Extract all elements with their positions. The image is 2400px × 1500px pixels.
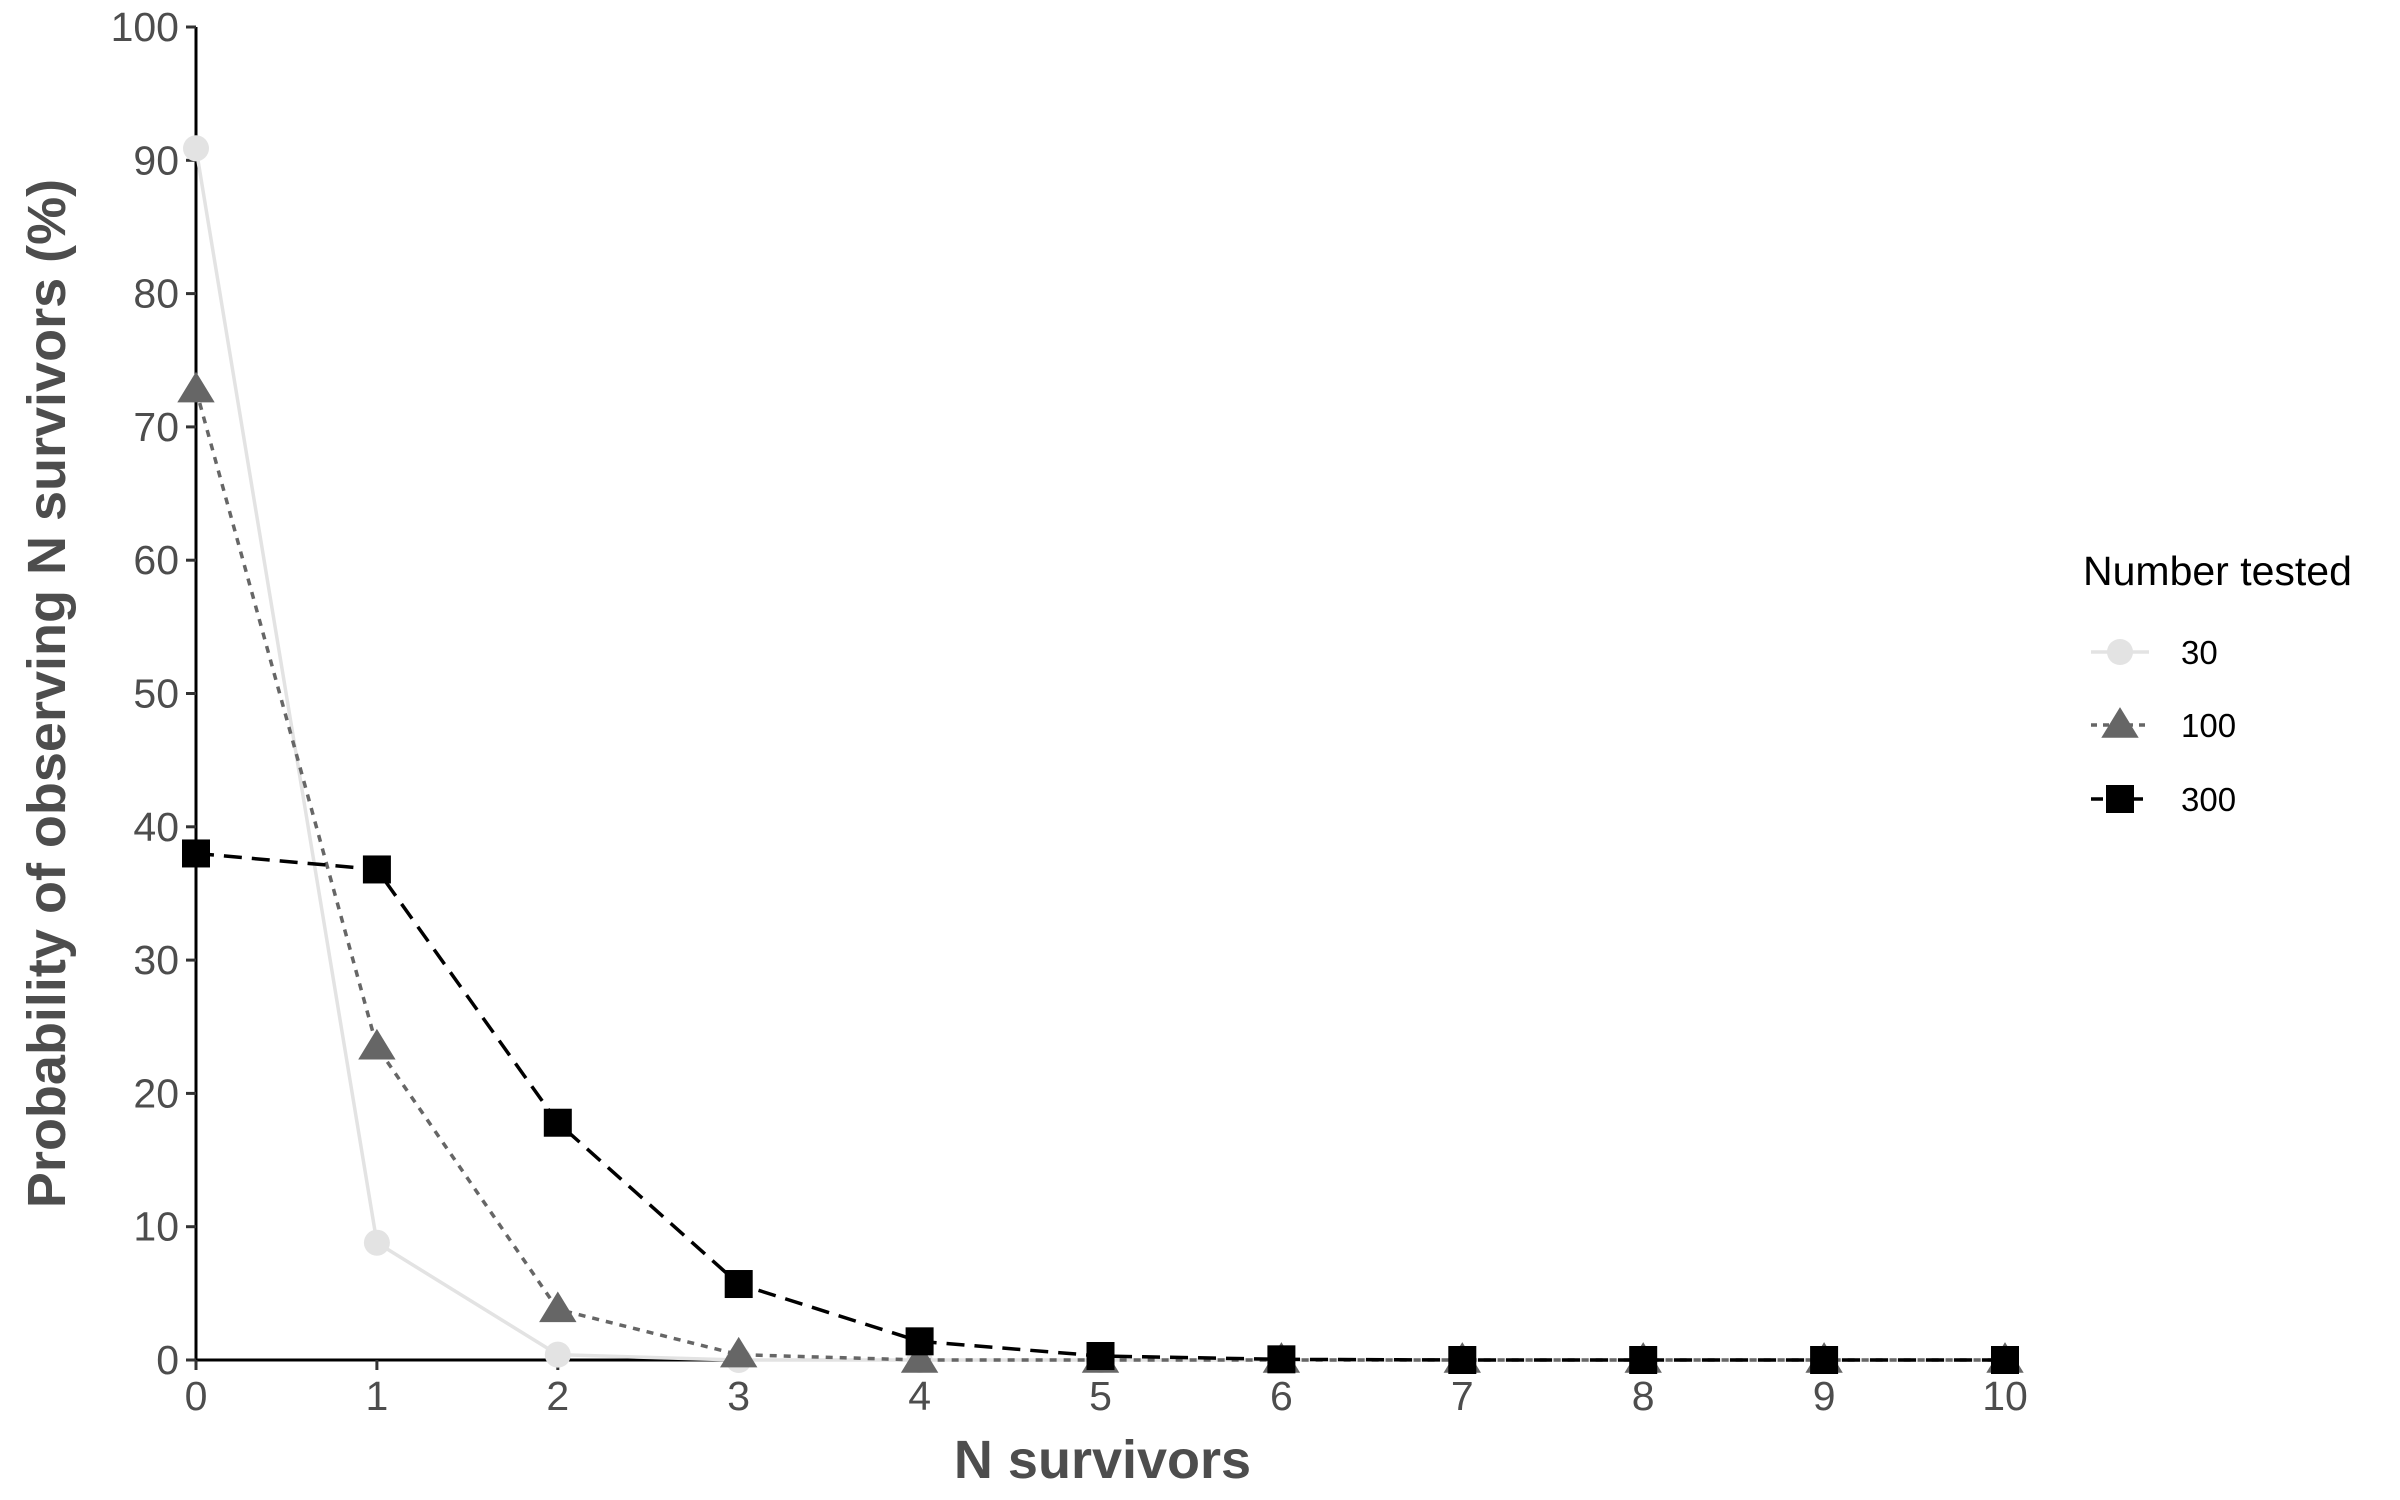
data-point-300-3 bbox=[724, 1270, 753, 1299]
x-tick-label: 2 bbox=[546, 1373, 569, 1419]
series-line-300 bbox=[195, 851, 2005, 1362]
legend-marker-300 bbox=[2106, 785, 2134, 813]
y-tick-label: 50 bbox=[133, 671, 179, 717]
y-tick-label: 10 bbox=[133, 1204, 179, 1250]
x-tick-label: 9 bbox=[1813, 1373, 1836, 1419]
y-tick-label: 100 bbox=[111, 4, 179, 50]
legend-marker-100 bbox=[2101, 707, 2139, 738]
series-layer bbox=[177, 135, 2024, 1374]
data-point-30-0 bbox=[183, 135, 209, 162]
x-tick-label: 4 bbox=[908, 1373, 931, 1419]
y-tick-label: 80 bbox=[133, 271, 179, 317]
data-point-300-1 bbox=[362, 855, 391, 884]
y-tick-label: 70 bbox=[133, 404, 179, 450]
legend: Number tested 30 100 300 bbox=[2083, 548, 2352, 818]
data-point-300-5 bbox=[1086, 1342, 1115, 1371]
data-point-300-7 bbox=[1448, 1346, 1477, 1374]
data-point-300-10 bbox=[1991, 1346, 2019, 1374]
x-axis-title: N survivors bbox=[954, 1430, 1251, 1490]
series-100 bbox=[177, 371, 2024, 1373]
x-tick-label: 1 bbox=[365, 1373, 388, 1419]
y-tick-label: 30 bbox=[133, 937, 179, 983]
series-line-100 bbox=[194, 389, 2005, 1362]
y-tick-label: 40 bbox=[133, 804, 179, 850]
legend-title: Number tested bbox=[2083, 548, 2352, 594]
legend-label-100: 100 bbox=[2181, 707, 2236, 744]
x-tick-label: 10 bbox=[1982, 1373, 2028, 1419]
y-tick-label: 0 bbox=[156, 1337, 179, 1383]
x-tick-label: 3 bbox=[727, 1373, 750, 1419]
legend-item-300: 300 bbox=[2091, 781, 2236, 818]
x-tick-label: 0 bbox=[185, 1373, 208, 1419]
legend-label-300: 300 bbox=[2181, 781, 2236, 818]
axes: 0 10 20 30 40 50 60 70 80 90 100 0 1 2 3 4 5 6 7 8 9 10 N surv… bbox=[17, 4, 2028, 1490]
x-tick-label: 8 bbox=[1632, 1373, 1655, 1419]
x-tick-label: 5 bbox=[1089, 1373, 1112, 1419]
series-300 bbox=[182, 839, 2019, 1374]
data-point-300-2 bbox=[543, 1108, 572, 1137]
data-point-100-0 bbox=[177, 371, 215, 403]
data-point-300-8 bbox=[1629, 1346, 1658, 1374]
data-point-300-4 bbox=[905, 1327, 934, 1356]
data-point-30-2 bbox=[544, 1341, 571, 1368]
legend-label-30: 30 bbox=[2181, 634, 2218, 671]
data-point-100-2 bbox=[539, 1291, 577, 1323]
y-tick-label: 20 bbox=[133, 1070, 179, 1116]
data-point-100-3 bbox=[720, 1336, 758, 1368]
y-tick-label: 90 bbox=[133, 137, 179, 183]
data-point-300-0 bbox=[182, 839, 210, 868]
data-point-30-1 bbox=[363, 1229, 390, 1256]
legend-item-30: 30 bbox=[2091, 634, 2218, 671]
y-tick-label: 60 bbox=[133, 537, 179, 583]
legend-marker-30 bbox=[2107, 639, 2133, 665]
data-point-300-6 bbox=[1267, 1345, 1296, 1374]
data-point-100-1 bbox=[358, 1028, 396, 1060]
legend-item-100: 100 bbox=[2091, 707, 2236, 744]
x-tick-label: 6 bbox=[1270, 1373, 1293, 1419]
data-point-100-4 bbox=[900, 1342, 939, 1373]
data-point-300-9 bbox=[1810, 1346, 1839, 1374]
series-30 bbox=[183, 135, 2018, 1373]
y-axis-title: Probability of observing N survivors (%) bbox=[17, 179, 77, 1208]
x-tick-label: 7 bbox=[1451, 1373, 1474, 1419]
